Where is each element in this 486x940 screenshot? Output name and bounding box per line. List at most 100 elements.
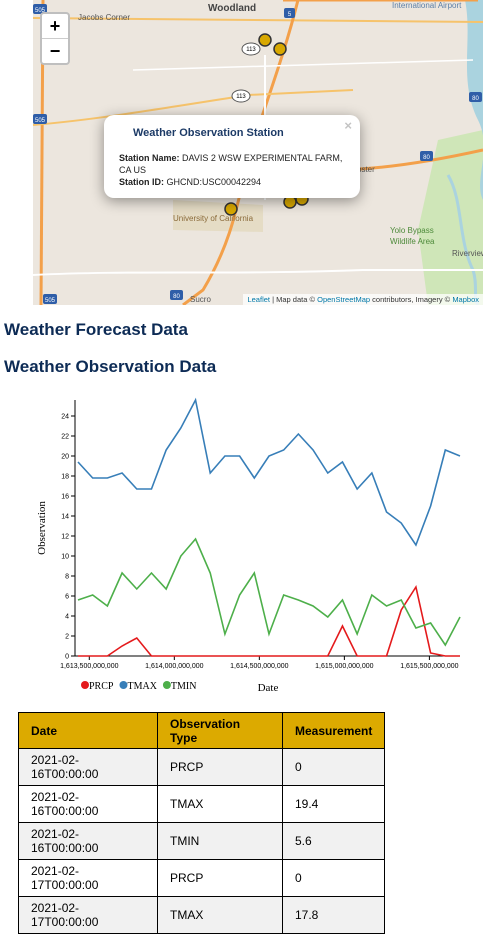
legend-label: TMAX xyxy=(127,681,157,692)
route-shield: 505 xyxy=(35,118,46,124)
zoom-out-button[interactable]: − xyxy=(42,38,68,63)
route-shield: 5 xyxy=(288,12,292,18)
wildlife-area xyxy=(418,130,483,305)
table-row: 2021-02-17T00:00:00 PRCP 0 xyxy=(18,859,386,897)
chart: Date Observation 0246810121416182022241,… xyxy=(36,397,461,694)
legend-label: TMIN xyxy=(171,681,197,692)
road xyxy=(33,89,354,126)
attribution-link[interactable]: Leaflet xyxy=(247,295,270,304)
map-tiles: Woodland Jacobs Corner International Air… xyxy=(33,0,483,305)
x-tick-label: 1,614,500,000,000 xyxy=(230,663,288,670)
map-label: University of California xyxy=(173,214,254,223)
table-cell: 2021-02-17T00:00:00 xyxy=(18,896,158,934)
x-tick-label: 1,615,000,000,000 xyxy=(315,663,373,670)
campus xyxy=(173,200,263,232)
table-cell: PRCP xyxy=(157,859,283,897)
y-tick-label: 12 xyxy=(61,534,69,541)
y-tick-label: 8 xyxy=(65,574,69,581)
table-cell: 2021-02-17T00:00:00 xyxy=(18,859,158,897)
field-label: Station Name: xyxy=(119,153,180,163)
column-header[interactable]: Measurement xyxy=(281,712,386,749)
table-row: 2021-02-16T00:00:00 TMAX 19.4 xyxy=(18,785,386,823)
map-label: Jacobs Corner xyxy=(78,13,130,22)
table-cell: 5.6 xyxy=(281,822,386,860)
x-tick-label: 1,613,500,000,000 xyxy=(60,663,118,670)
attribution-text: | Map data © xyxy=(272,295,316,304)
y-tick-label: 20 xyxy=(61,454,69,461)
y-tick-label: 6 xyxy=(65,594,69,601)
route-shield: 505 xyxy=(45,298,56,304)
x-axis-label: Date xyxy=(258,682,279,694)
road xyxy=(33,269,483,276)
attribution: Leaflet | Map data © OpenStreetMap contr… xyxy=(243,294,483,305)
route-shield: 80 xyxy=(472,96,479,102)
y-tick-label: 16 xyxy=(61,494,69,501)
route-shield: 113 xyxy=(236,94,246,100)
y-tick-label: 24 xyxy=(61,414,69,421)
table-cell: 0 xyxy=(281,859,386,897)
table-cell: TMAX xyxy=(157,896,283,934)
table-row: 2021-02-17T00:00:00 TMAX 17.8 xyxy=(18,896,386,934)
y-tick-label: 18 xyxy=(61,474,69,481)
popup-body: Station Name: DAVIS 2 WSW EXPERIMENTAL F… xyxy=(119,152,351,188)
route-shield: 113 xyxy=(246,47,256,53)
station-marker[interactable] xyxy=(258,33,272,47)
observation-table: Date Observation Type Measurement 2021-02-… xyxy=(18,712,386,934)
y-axis-label: Observation xyxy=(36,501,48,555)
field-label: Station ID: xyxy=(119,177,164,187)
map-label: Sucro xyxy=(190,295,211,304)
y-tick-label: 0 xyxy=(65,654,69,661)
attribution-link[interactable]: OpenStreetMap xyxy=(317,295,371,304)
section-heading: Weather Forecast Data xyxy=(4,320,188,339)
table-cell: 19.4 xyxy=(281,785,386,823)
y-tick-label: 4 xyxy=(65,614,69,621)
map-label: International Airport xyxy=(392,1,462,10)
table-cell: TMAX xyxy=(157,785,283,823)
table-cell: TMIN xyxy=(157,822,283,860)
series-line xyxy=(77,397,461,547)
attribution-link[interactable]: Mapbox xyxy=(452,295,479,304)
table-row: 2021-02-16T00:00:00 PRCP 0 xyxy=(18,748,386,786)
station-popup: × Weather Observation Station Station Na… xyxy=(104,115,360,198)
map-label: Riverview xyxy=(452,249,483,258)
x-tick-label: 1,615,500,000,000 xyxy=(400,663,458,670)
table-cell: 0 xyxy=(281,748,386,786)
table-cell: 2021-02-16T00:00:00 xyxy=(18,822,158,860)
zoom-control: + − xyxy=(40,12,70,65)
table-cell: 17.8 xyxy=(281,896,386,934)
column-header[interactable]: Date xyxy=(18,712,158,749)
y-tick-label: 2 xyxy=(65,634,69,641)
table-cell: PRCP xyxy=(157,748,283,786)
station-marker[interactable] xyxy=(224,202,238,216)
popup-close[interactable]: × xyxy=(344,118,352,133)
legend-label: PRCP xyxy=(89,681,114,692)
station-marker[interactable] xyxy=(273,42,287,56)
x-tick-label: 1,614,000,000,000 xyxy=(145,663,203,670)
section-heading: Weather Observation Data xyxy=(4,357,217,376)
map-label: bster xyxy=(357,165,375,174)
route-shield: 80 xyxy=(423,155,430,161)
legend-swatch xyxy=(81,681,89,689)
table-cell: 2021-02-16T00:00:00 xyxy=(18,785,158,823)
map-label: Wildlife Area xyxy=(390,237,435,246)
popup-title: Weather Observation Station xyxy=(133,127,284,139)
legend-swatch xyxy=(119,681,128,689)
zoom-in-button[interactable]: + xyxy=(49,16,61,36)
map-label: Yolo Bypass xyxy=(390,226,434,235)
column-header[interactable]: Observation Type xyxy=(157,712,283,749)
station-id: GHCND:USC00042294 xyxy=(166,177,262,187)
station-name: DAVIS 2 WSW EXPERIMENTAL FARM, CA US xyxy=(119,153,343,175)
y-tick-label: 22 xyxy=(61,434,69,441)
road xyxy=(33,17,483,23)
series-line xyxy=(78,584,460,657)
map-label: Woodland xyxy=(208,3,256,14)
table-cell: 2021-02-16T00:00:00 xyxy=(18,748,158,786)
y-tick-label: 14 xyxy=(61,514,69,521)
road xyxy=(132,59,474,71)
map[interactable]: Woodland Jacobs Corner International Air… xyxy=(33,0,483,305)
y-tick-label: 10 xyxy=(61,554,69,561)
route-shield: 505 xyxy=(35,8,46,14)
attribution-text: contributors, Imagery © xyxy=(372,295,451,304)
route-shield: 80 xyxy=(173,294,180,300)
